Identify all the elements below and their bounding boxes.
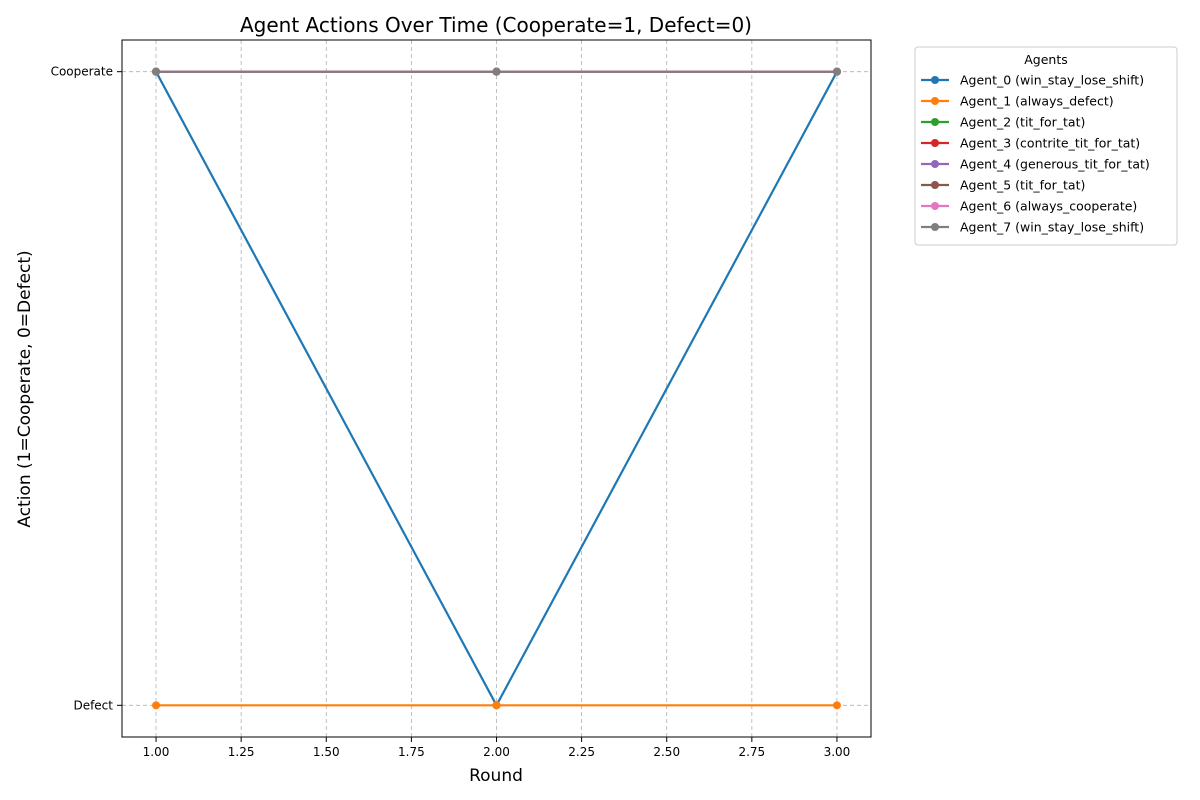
legend-item: Agent_5 (tit_for_tat) [921,178,1085,193]
legend-label: Agent_7 (win_stay_lose_shift) [960,220,1144,235]
legend-item: Agent_0 (win_stay_lose_shift) [921,73,1144,88]
legend-label: Agent_0 (win_stay_lose_shift) [960,73,1144,88]
legend-label: Agent_5 (tit_for_tat) [960,178,1085,193]
legend-title: Agents [1024,52,1068,67]
data-point [492,701,501,710]
x-tick-label: 1.75 [398,745,425,759]
plot-frame [121,39,872,738]
y-tick-label: Defect [73,698,113,712]
legend-marker [931,160,939,168]
legend-label: Agent_3 (contrite_tit_for_tat) [960,136,1140,151]
x-tick-label: 2.00 [483,745,510,759]
legend-marker [931,118,939,126]
x-tick-label: 2.75 [738,745,765,759]
series-0 [152,67,841,710]
series-1 [152,701,841,710]
x-tick-label: 3.00 [824,745,851,759]
legend-label: Agent_4 (generous_tit_for_tat) [960,157,1150,172]
legend-marker [931,202,939,210]
legend-label: Agent_6 (always_cooperate) [960,199,1137,214]
series-7 [152,67,841,76]
legend-marker [931,97,939,105]
legend-item: Agent_7 (win_stay_lose_shift) [921,220,1144,235]
legend-label: Agent_2 (tit_for_tat) [960,115,1085,130]
x-axis-label: Round [469,766,523,786]
legend-box [914,46,1178,246]
chart-title: Agent Actions Over Time (Cooperate=1, De… [240,13,752,37]
y-tick-label: Cooperate [51,65,113,79]
x-tick-label: 1.00 [143,745,170,759]
legend-marker [931,139,939,147]
legend-marker [931,76,939,84]
legend-item: Agent_1 (always_defect) [921,94,1114,109]
data-point [152,701,161,710]
legend-item: Agent_4 (generous_tit_for_tat) [921,157,1150,172]
x-tick-label: 1.50 [313,745,340,759]
legend-marker [931,181,939,189]
legend-label: Agent_1 (always_defect) [960,94,1114,109]
y-axis-label: Action (1=Cooperate, 0=Defect) [15,250,35,527]
x-tick-label: 2.50 [653,745,680,759]
data-point [832,701,841,710]
legend: Agents Agent_0 (win_stay_lose_shift) Agent… [914,46,1178,246]
data-point [152,67,161,76]
plot-area: 1.00 1.25 1.50 1.75 2.00 2.25 2.50 2.75 3.00 Defe… [51,39,872,759]
x-tick-label: 1.25 [228,745,255,759]
legend-item: Agent_6 (always_cooperate) [921,199,1137,214]
legend-item: Agent_3 (contrite_tit_for_tat) [921,136,1140,151]
data-point [492,67,501,76]
x-tick-label: 2.25 [568,745,595,759]
data-point [832,67,841,76]
legend-item: Agent_2 (tit_for_tat) [921,115,1085,130]
legend-marker [931,223,939,231]
